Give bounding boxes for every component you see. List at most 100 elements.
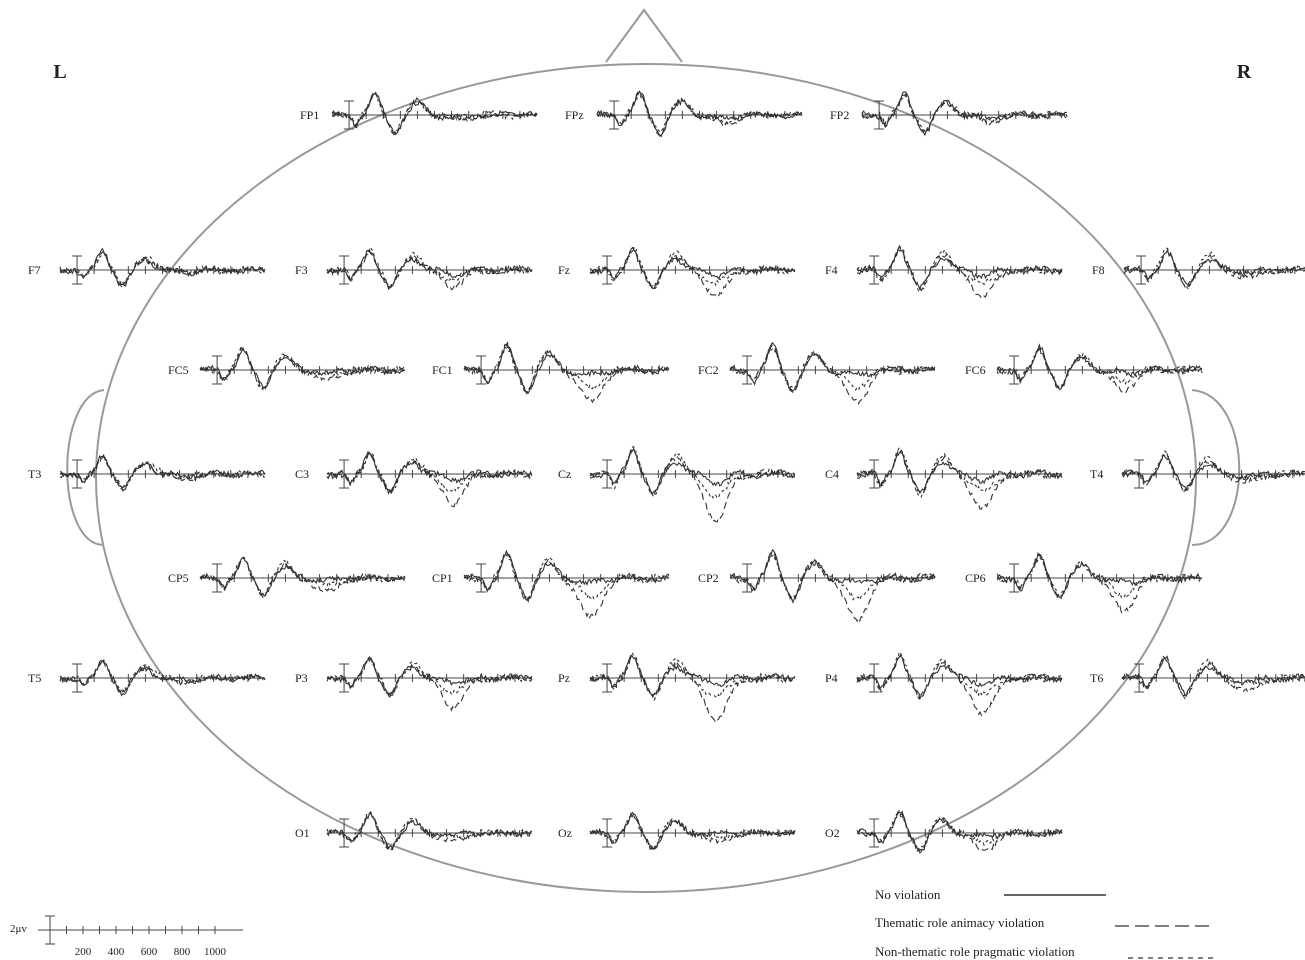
trace-pragmatic-violation — [856, 650, 1063, 699]
electrode-panel-o1: O1 — [295, 810, 533, 852]
trace-pragmatic-violation — [199, 557, 406, 597]
electrode-panel-t3: T3 — [28, 453, 266, 493]
trace-pragmatic-violation — [59, 456, 266, 491]
scale-bar: 2μv 200 400 600 800 1000 — [10, 915, 243, 958]
trace-animacy-violation — [326, 810, 533, 852]
electrode-panel-f8: F8 — [1092, 247, 1305, 291]
electrode-panel-fpz: FPz — [565, 89, 803, 138]
electrode-panel-cp1: CP1 — [432, 549, 670, 620]
electrode-panel-fc5: FC5 — [168, 345, 406, 391]
electrode-label: P4 — [825, 671, 838, 685]
trace-no-violation — [464, 549, 670, 602]
electrode-label: Fz — [558, 263, 570, 277]
trace-pragmatic-violation — [861, 94, 1068, 133]
scale-tick-label: 1000 — [204, 946, 227, 958]
trace-animacy-violation — [589, 446, 796, 523]
electrode-panel-fz: Fz — [558, 246, 796, 299]
scale-tick-label: 600 — [141, 946, 158, 958]
trace-pragmatic-violation — [589, 650, 796, 702]
legend-label-pragmatic: Non-thematic role pragmatic violation — [875, 944, 1075, 959]
trace-animacy-violation — [589, 811, 796, 854]
electrode-label: FC6 — [965, 363, 986, 377]
trace-no-violation — [326, 657, 533, 698]
electrode-label: F4 — [825, 263, 838, 277]
trace-no-violation — [59, 453, 266, 493]
trace-pragmatic-violation — [729, 347, 936, 392]
trace-animacy-violation — [856, 654, 1063, 717]
electrode-panel-fc2: FC2 — [698, 341, 936, 406]
trace-pragmatic-violation — [589, 246, 796, 292]
electrode-panel-c4: C4 — [825, 446, 1063, 510]
electrode-panel-t4: T4 — [1090, 450, 1305, 493]
trace-no-violation — [1121, 656, 1305, 697]
trace-animacy-violation — [326, 656, 533, 712]
trace-animacy-violation — [199, 346, 406, 390]
trace-pragmatic-violation — [1121, 450, 1305, 493]
trace-pragmatic-violation — [326, 656, 533, 698]
electrode-label: T6 — [1090, 671, 1103, 685]
trace-animacy-violation — [856, 449, 1063, 510]
electrode-label: C3 — [295, 467, 309, 481]
trace-animacy-violation — [331, 91, 538, 136]
trace-no-violation — [326, 250, 533, 291]
electrode-label: FC1 — [432, 363, 453, 377]
electrode-label: FP1 — [300, 108, 319, 122]
trace-pragmatic-violation — [729, 553, 936, 602]
electrode-panel-fp1: FP1 — [300, 91, 538, 136]
electrode-panels: FP1 FPz FP2 F7 F3 Fz F4 F8 FC5 FC1 FC2 FC6 T3 C3 Cz C4 T… — [28, 89, 1305, 854]
electrode-panel-p4: P4 — [825, 650, 1063, 717]
trace-no-violation — [1121, 454, 1305, 491]
electrode-label: CP5 — [168, 571, 189, 585]
electrode-panel-t6: T6 — [1090, 654, 1305, 700]
trace-no-violation — [463, 343, 670, 395]
trace-pragmatic-violation — [326, 451, 533, 493]
electrode-label: P3 — [295, 671, 308, 685]
electrode-label: T3 — [28, 467, 41, 481]
electrode-panel-cp6: CP6 — [965, 551, 1203, 615]
electrode-panel-p3: P3 — [295, 656, 533, 712]
electrode-panel-cp5: CP5 — [168, 556, 406, 599]
electrode-label: CP2 — [698, 571, 719, 585]
electrode-label: F8 — [1092, 263, 1105, 277]
trace-pragmatic-violation — [59, 659, 266, 693]
electrode-panel-o2: O2 — [825, 808, 1063, 854]
electrode-label: FPz — [565, 108, 584, 122]
electrode-panel-t5: T5 — [28, 658, 266, 697]
scale-tick-label: 400 — [108, 946, 125, 958]
trace-animacy-violation — [729, 551, 936, 623]
trace-no-violation — [589, 812, 796, 850]
trace-pragmatic-violation — [856, 446, 1063, 498]
electrode-panel-oz: Oz — [558, 811, 796, 854]
electrode-label: CP6 — [965, 571, 986, 585]
electrode-panel-fp2: FP2 — [830, 91, 1068, 137]
trace-pragmatic-violation — [589, 814, 795, 851]
trace-animacy-violation — [1121, 655, 1305, 697]
legend-label-animacy: Thematic role animacy violation — [875, 915, 1045, 930]
electrode-label: Cz — [558, 467, 571, 481]
trace-pragmatic-violation — [1123, 247, 1305, 291]
trace-no-violation — [199, 557, 406, 597]
trace-animacy-violation — [59, 251, 266, 288]
trace-pragmatic-violation — [589, 445, 796, 500]
trace-animacy-violation — [1121, 452, 1305, 493]
electrode-label: C4 — [825, 467, 839, 481]
electrode-label: F7 — [28, 263, 41, 277]
legend-label-no-violation: No violation — [875, 887, 941, 902]
trace-pragmatic-violation — [331, 91, 538, 133]
electrode-label: O2 — [825, 826, 840, 840]
electrode-panel-f3: F3 — [295, 246, 533, 291]
trace-animacy-violation — [856, 808, 1063, 853]
trace-pragmatic-violation — [326, 246, 533, 289]
trace-animacy-violation — [589, 656, 796, 724]
head-outline — [66, 8, 1241, 893]
electrode-label: T5 — [28, 671, 41, 685]
scale-tick-label: 200 — [75, 946, 92, 958]
legend: No violation Thematic role animacy viola… — [875, 887, 1214, 959]
electrode-label: Oz — [558, 826, 572, 840]
electrode-label: Pz — [558, 671, 570, 685]
right-hemisphere-label: R — [1237, 61, 1252, 83]
trace-pragmatic-violation — [996, 556, 1203, 599]
trace-animacy-violation — [861, 93, 1068, 135]
electrode-panel-pz: Pz — [558, 650, 796, 724]
